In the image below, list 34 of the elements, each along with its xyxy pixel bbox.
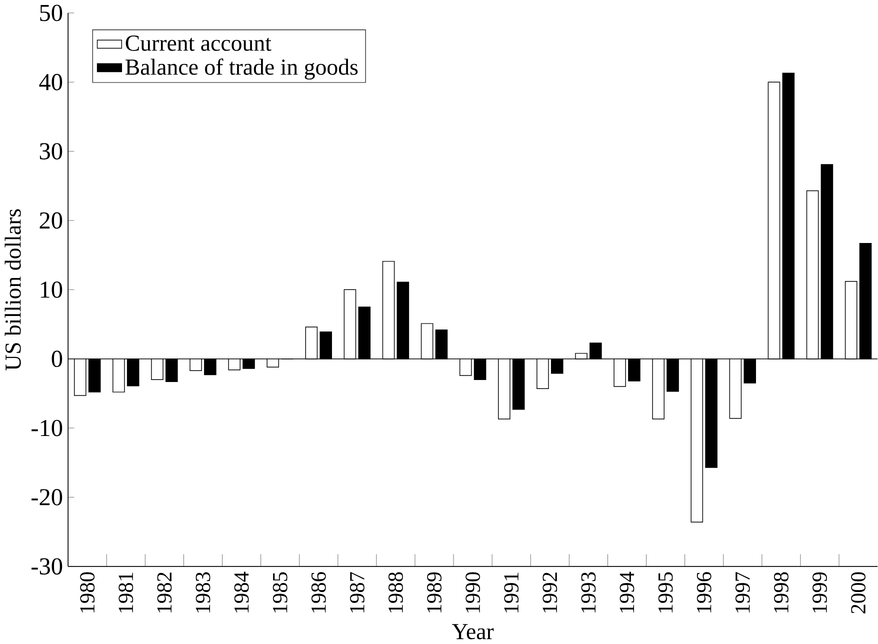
x-tick-label: 1989 <box>427 572 442 612</box>
x-tick-label: 1999 <box>812 572 827 612</box>
x-tick-label: 1998 <box>774 572 788 612</box>
x-tick-label: 1980 <box>80 572 95 612</box>
legend-label: Balance of trade in goods <box>126 58 358 80</box>
x-axis-title: Year <box>452 624 494 640</box>
x-tick-label: 1995 <box>658 572 673 612</box>
x-tick-label: 1986 <box>311 572 326 612</box>
x-tick-label: 1981 <box>118 572 134 612</box>
x-tick-label: 1994 <box>620 572 634 612</box>
x-tick-label: 1991 <box>504 572 519 612</box>
y-axis-title: US billion dollars <box>4 209 21 370</box>
legend-label: Current account <box>126 36 272 51</box>
y-tick-label: -20 <box>32 489 62 506</box>
x-tick-label: 1990 <box>466 572 480 612</box>
x-tick-label: 1992 <box>542 572 558 612</box>
y-tick-label: 10 <box>40 281 62 298</box>
x-tick-label: 1987 <box>350 572 364 612</box>
x-tick-label: 1982 <box>157 572 172 612</box>
y-tick-label: 20 <box>40 212 62 229</box>
y-tick-label: -10 <box>32 420 62 436</box>
x-tick-label: 1984 <box>234 572 249 612</box>
x-tick-label: 1985 <box>272 572 288 612</box>
y-tick-label: 50 <box>40 4 62 22</box>
x-tick-label: 1993 <box>581 572 596 612</box>
x-tick-label: 1996 <box>696 572 712 612</box>
y-tick-label: 30 <box>40 143 62 160</box>
x-tick-label: 1988 <box>388 572 403 612</box>
x-tick-label: 2000 <box>851 572 866 614</box>
y-tick-label: 0 <box>52 350 62 368</box>
y-tick-label: -30 <box>32 558 62 575</box>
y-tick-label: 40 <box>39 74 62 90</box>
x-tick-label: 1983 <box>196 572 210 612</box>
x-tick-label: 1997 <box>735 572 750 612</box>
